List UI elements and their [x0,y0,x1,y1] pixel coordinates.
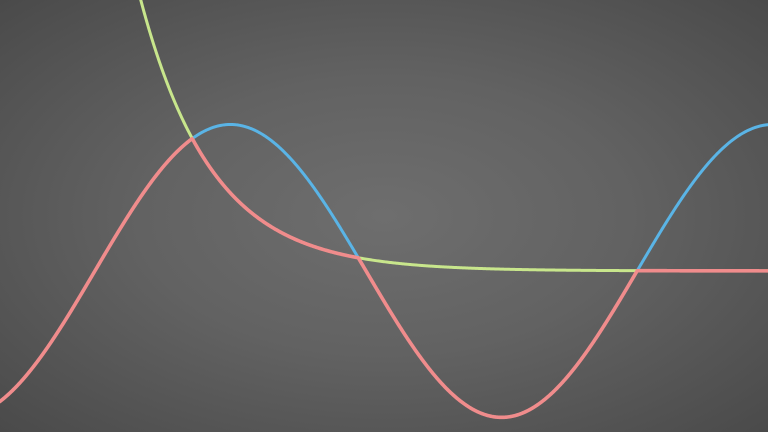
series-layer [0,0,768,420]
series-line-decay [139,0,768,273]
series-line-min [0,136,768,420]
